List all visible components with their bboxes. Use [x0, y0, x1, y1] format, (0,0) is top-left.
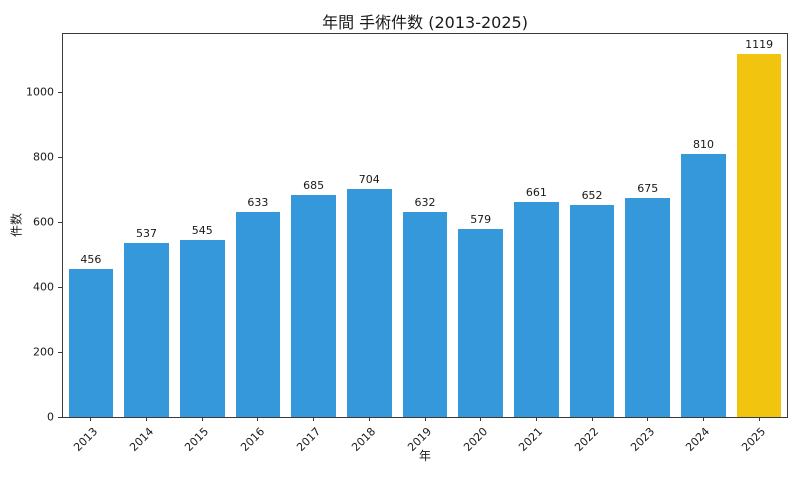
y-tick-label: 0 [47, 410, 54, 424]
bar-2024 [681, 154, 726, 417]
y-tick-label: 800 [33, 150, 54, 164]
bar-value-label-2021: 661 [525, 186, 547, 200]
bar-value-label-2023: 675 [637, 181, 659, 195]
bar-value-label-2019: 632 [414, 195, 436, 209]
bar-value-label-2017: 685 [303, 178, 325, 192]
y-tick-label: 600 [33, 215, 54, 229]
x-tick-mark [535, 417, 537, 421]
y-tick-mark [58, 91, 63, 93]
bar-2021 [514, 202, 559, 417]
x-tick-mark [368, 417, 370, 421]
y-axis-label: 件数 [9, 212, 24, 238]
bar-2015 [179, 240, 225, 417]
y-tick-mark [58, 286, 63, 288]
bar-value-label-2025: 1119 [745, 37, 774, 51]
y-tick-mark [58, 156, 63, 158]
x-tick-mark [480, 417, 482, 421]
x-axis-label: 年 [418, 449, 431, 463]
bar-value-label-2018: 704 [358, 172, 380, 186]
plot-area: 0 200 400 600 800 1000 456 2013 537 2014 545 2015 63… [26, 33, 788, 454]
x-tick-mark [201, 417, 203, 421]
bar-value-label-2024: 810 [692, 138, 714, 152]
bar-value-label-2020: 579 [470, 213, 492, 227]
chart-title: 年間 手術件数 (2013-2025) [322, 13, 528, 32]
y-tick-mark [58, 416, 63, 418]
bar-2018 [347, 188, 392, 417]
bar-value-label-2016: 633 [247, 195, 269, 209]
x-tick-mark [758, 417, 760, 421]
x-tick-mark [146, 417, 148, 421]
x-tick-mark [702, 417, 704, 421]
y-tick-label: 200 [33, 345, 54, 359]
y-tick-label: 400 [33, 280, 54, 294]
bar-value-label-2022: 652 [581, 189, 603, 203]
bar-2017 [291, 194, 336, 417]
bar-2020 [458, 229, 503, 417]
x-tick-mark [591, 417, 593, 421]
bar-value-label-2015: 545 [191, 224, 213, 238]
bar-2023 [625, 197, 671, 417]
bar-2013 [68, 269, 114, 417]
bar-2019 [402, 211, 448, 417]
x-tick-mark [424, 417, 426, 421]
y-tick-mark [58, 221, 63, 223]
x-tick-mark [257, 417, 259, 421]
x-tick-mark [647, 417, 649, 421]
bar-2014 [124, 242, 169, 417]
bar-2025 [736, 53, 782, 417]
y-tick-label: 1000 [26, 85, 54, 99]
x-tick-mark [313, 417, 315, 421]
x-tick-mark [90, 417, 92, 421]
y-tick-mark [58, 351, 63, 353]
bar-value-label-2013: 456 [80, 253, 102, 266]
bar-2016 [235, 211, 281, 417]
bar-value-label-2014: 537 [136, 226, 158, 240]
bar-2022 [569, 205, 615, 417]
